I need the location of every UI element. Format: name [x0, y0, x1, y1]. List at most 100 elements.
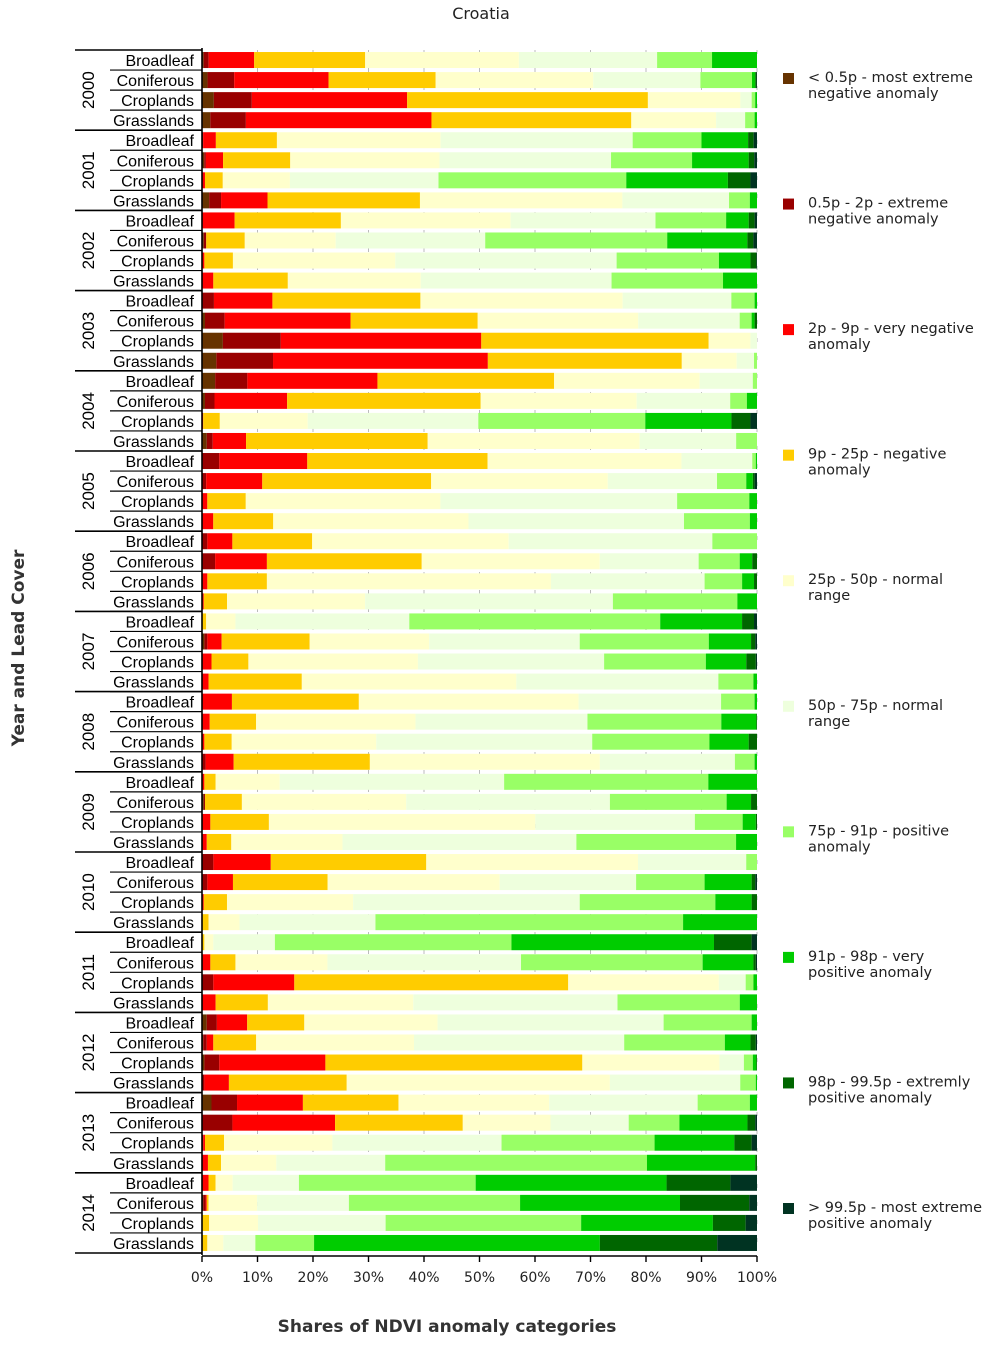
bar-segment-2006-croplands-3 — [207, 573, 267, 590]
bar-segment-2003-grasslands-0 — [202, 352, 217, 369]
bar-segment-2013-broadleaf-4 — [398, 1094, 550, 1111]
bar-segment-2003-croplands-3 — [481, 332, 709, 349]
bar-segment-2011-broadleaf-6 — [274, 934, 512, 951]
bar-segment-2006-broadleaf-3 — [232, 533, 313, 550]
bar-segment-2012-coniferous-6 — [624, 1034, 725, 1051]
bar-segment-2008-coniferous-3 — [209, 713, 257, 730]
legend-label: < 0.5p - most extreme — [808, 70, 973, 86]
x-axis: 0% 10% 20% 30% 40% 50% 60% 70% 80% 90% 100% — [191, 48, 777, 1286]
bar-segment-2010-broadleaf-4 — [426, 854, 638, 871]
bar-segment-2007-grasslands-3 — [208, 673, 302, 690]
bar-segment-2014-grasslands-4 — [207, 1234, 224, 1251]
bar-segment-2014-coniferous-1 — [203, 1194, 206, 1211]
bar-segment-2011-broadleaf-5 — [213, 934, 275, 951]
bar-segment-2001-coniferous-7 — [692, 152, 749, 169]
bar-segment-2009-croplands-7 — [742, 813, 756, 830]
bar-segment-2008-croplands-3 — [204, 733, 232, 750]
bar-segment-2012-grasslands-7 — [755, 1074, 757, 1091]
x-tick-label: 80% — [630, 1270, 661, 1286]
bar-segment-2009-coniferous-7 — [726, 793, 752, 810]
bar-segment-2000-croplands-7 — [755, 92, 757, 109]
land-cover-label: Grasslands — [113, 193, 194, 210]
bar-segment-2009-broadleaf-7 — [708, 773, 757, 790]
bar-segment-2013-grasslands-2 — [202, 1154, 208, 1171]
land-cover-label: Coniferous — [117, 554, 194, 571]
bar-segment-2008-grasslands-2 — [205, 753, 234, 770]
land-cover-label: Croplands — [121, 93, 194, 110]
bar-segment-2010-croplands-3 — [203, 894, 227, 911]
bar-segment-2009-grasslands-4 — [231, 833, 343, 850]
bar-segment-2000-croplands-5 — [740, 92, 752, 109]
bar-segment-2009-broadleaf-4 — [215, 773, 280, 790]
bar-segment-2000-broadleaf-3 — [254, 52, 366, 69]
legend-swatch — [783, 951, 794, 963]
bar-segment-2000-croplands-1 — [213, 92, 252, 109]
year-label: 2011 — [79, 954, 98, 991]
bar-segment-2001-coniferous-4 — [290, 152, 440, 169]
bar-segment-2000-coniferous-8 — [755, 72, 757, 89]
bar-segment-2000-coniferous-3 — [328, 72, 436, 89]
bar-segment-2014-broadleaf-8 — [666, 1174, 731, 1191]
bar-segment-2010-broadleaf-1 — [202, 854, 214, 871]
land-cover-label: Croplands — [121, 334, 194, 351]
bar-segment-2001-grasslands-6 — [729, 192, 750, 209]
bar-segment-2013-croplands-5 — [332, 1134, 502, 1151]
bar-segment-2001-broadleaf-5 — [440, 132, 633, 149]
bar-segment-2008-coniferous-4 — [256, 713, 416, 730]
bar-segment-2002-broadleaf-6 — [655, 212, 727, 229]
x-tick-label: 100% — [737, 1270, 777, 1286]
bar-segment-2005-broadleaf-6 — [752, 453, 756, 470]
bar-segment-2009-croplands-8 — [755, 813, 757, 830]
land-cover-label: Broadleaf — [126, 374, 195, 391]
bar-segment-2005-broadleaf-3 — [307, 453, 488, 470]
land-cover-label: Croplands — [121, 895, 194, 912]
bar-segment-2005-croplands-7 — [749, 493, 757, 510]
bar-segment-2000-croplands-3 — [407, 92, 648, 109]
bar-segment-2001-croplands-7 — [626, 172, 728, 189]
bar-segment-2003-broadleaf-7 — [754, 292, 757, 309]
bar-segment-2010-croplands-7 — [715, 894, 752, 911]
bar-segment-2005-croplands-3 — [207, 493, 246, 510]
bar-segment-2014-grasslands-8 — [599, 1234, 718, 1251]
bar-segment-2014-broadleaf-5 — [232, 1174, 299, 1191]
bar-segment-2002-grasslands-5 — [420, 272, 612, 289]
legend-swatch — [783, 73, 794, 84]
bar-segment-2002-broadleaf-4 — [340, 212, 511, 229]
bar-segment-2002-grasslands-2 — [202, 272, 214, 289]
bar-segment-2003-coniferous-2 — [224, 312, 351, 329]
bar-segment-2014-coniferous-2 — [205, 1194, 207, 1211]
bar-segment-2001-coniferous-2 — [205, 152, 224, 169]
bar-segment-2003-coniferous-8 — [754, 312, 757, 329]
bar-segment-2001-croplands-8 — [727, 172, 751, 189]
bar-segment-2006-coniferous-4 — [421, 553, 600, 570]
bar-segment-2011-coniferous-9 — [755, 954, 757, 971]
bar-segment-2004-coniferous-1 — [204, 392, 215, 409]
bar-segment-2004-broadleaf-0 — [202, 372, 216, 389]
bar-segment-2003-croplands-5 — [750, 332, 757, 349]
bar-segment-2007-coniferous-3 — [221, 633, 310, 650]
legend-label: range — [808, 714, 850, 730]
bar-segment-2000-broadleaf-7 — [712, 52, 757, 69]
year-label: 2008 — [79, 713, 98, 751]
bar-segment-2006-croplands-5 — [550, 573, 705, 590]
bar-segment-2006-croplands-7 — [742, 573, 755, 590]
land-cover-label: Grasslands — [113, 594, 194, 611]
bar-segment-2000-broadleaf-6 — [657, 52, 713, 69]
bar-segment-2001-croplands-5 — [289, 172, 439, 189]
bar-segment-2011-croplands-1 — [202, 974, 214, 991]
bar-segment-2001-broadleaf-8 — [748, 132, 754, 149]
land-cover-label: Grasslands — [113, 514, 194, 531]
bar-segment-2006-grasslands-7 — [737, 593, 757, 610]
bar-segment-2005-broadleaf-1 — [202, 453, 220, 470]
year-label: 2002 — [79, 232, 98, 270]
bar-segment-2003-coniferous-1 — [204, 312, 225, 329]
bar-segment-2007-grasslands-7 — [753, 673, 757, 690]
bar-segment-2009-grasslands-6 — [576, 833, 737, 850]
year-label: 2013 — [79, 1114, 98, 1152]
bar-segment-2008-croplands-5 — [376, 733, 593, 750]
bar-segment-2013-grasslands-5 — [276, 1154, 386, 1171]
bar-segment-2004-coniferous-3 — [287, 392, 481, 409]
bar-segment-2001-grasslands-7 — [749, 192, 757, 209]
bar-segment-2009-grasslands-7 — [736, 833, 757, 850]
legend-label: 98p - 99.5p - extremly — [808, 1074, 971, 1090]
